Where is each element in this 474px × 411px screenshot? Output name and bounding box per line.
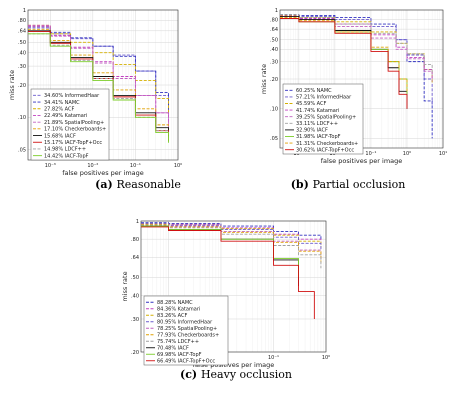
caption-text: Reasonable bbox=[117, 178, 181, 191]
x-tick-label: 10⁰ bbox=[403, 151, 411, 157]
series-line bbox=[280, 15, 433, 79]
y-tick-label: .10 bbox=[270, 107, 278, 113]
series-line bbox=[28, 26, 169, 118]
legend-box bbox=[143, 295, 229, 366]
y-tick-label: .10 bbox=[18, 115, 26, 121]
y-tick-label: .40 bbox=[270, 47, 278, 53]
x-axis-label: false positives per image bbox=[62, 169, 144, 177]
legend-entry: 30.62% IACF-TopF+Occ bbox=[296, 147, 354, 153]
legend-entry: 57.21% InformedHaar bbox=[296, 95, 352, 101]
legend-entry: 31.98% IACF-TopF bbox=[296, 134, 341, 140]
y-tick-label: .20 bbox=[131, 350, 139, 356]
figure-caption: (a) Reasonable bbox=[95, 178, 181, 191]
y-tick-label: .50 bbox=[18, 40, 26, 46]
x-axis-label: false positives per image bbox=[321, 157, 403, 165]
x-tick-label: 10⁻¹ bbox=[268, 355, 279, 361]
x-tick-label: 10⁰ bbox=[174, 163, 182, 169]
x-tick-label: 10⁻¹ bbox=[365, 151, 376, 157]
legend-entry: 17.10% Checkerboards+ bbox=[44, 127, 106, 133]
legend-entry: 70.48% IACF bbox=[157, 345, 189, 351]
legend-entry: 33.11% LDCF++ bbox=[296, 121, 338, 127]
caption-letter: (c) bbox=[180, 368, 201, 381]
chart-2: 10⁻³10⁻²10⁻¹10⁰10¹1.80.64.50.40.30.20.10… bbox=[260, 8, 447, 191]
legend-entry: 80.95% InformedHaar bbox=[157, 319, 213, 325]
y-tick-label: .80 bbox=[270, 17, 278, 23]
y-tick-label: .20 bbox=[270, 77, 278, 83]
legend-entry: 22.49% Katamari bbox=[44, 113, 87, 119]
caption-text: Heavy occlusion bbox=[201, 368, 292, 381]
figure-caption: (c) Heavy occlusion bbox=[180, 368, 292, 381]
chart-1: 10⁻³ 10⁻² 10⁻¹ 10⁰ 1 .80 .64 .50 .40 .30 .20 .10 .05… bbox=[8, 8, 182, 191]
legend-entry: 31.31% Checkerboards+ bbox=[296, 141, 358, 147]
y-tick-label: .30 bbox=[131, 317, 139, 323]
y-axis-label: miss rate bbox=[8, 70, 16, 100]
series-line bbox=[28, 26, 169, 128]
x-tick-label: 10⁻¹ bbox=[130, 163, 141, 169]
legend-box bbox=[282, 83, 364, 155]
series-line bbox=[280, 18, 408, 109]
legend-entry: 45.59% ACF bbox=[296, 101, 326, 107]
y-axis-label: miss rate bbox=[260, 64, 268, 94]
plot-frame bbox=[140, 220, 327, 353]
legend-box bbox=[30, 88, 110, 161]
caption-letter: (b) bbox=[291, 178, 313, 191]
x-axis-label: false positives per image bbox=[193, 361, 275, 369]
y-tick-label: .40 bbox=[131, 293, 139, 299]
caption-letter: (a) bbox=[95, 178, 116, 191]
series-line bbox=[28, 24, 169, 113]
legend-entry: 27.82% ACF bbox=[44, 106, 74, 112]
y-tick-label: 1 bbox=[23, 8, 26, 14]
legend-entry: 78.25% SpatialPooling+ bbox=[157, 326, 217, 332]
series-line bbox=[280, 14, 433, 75]
legend-entry: 34.60% InformedHaar bbox=[44, 93, 100, 99]
legend-entry: 83.26% ACF bbox=[157, 313, 187, 319]
x-tick-label: 10⁰ bbox=[322, 355, 330, 361]
y-tick-label: .80 bbox=[131, 237, 139, 243]
y-tick-label: 1 bbox=[136, 219, 139, 225]
legend-entry: 77.93% Checkerboards+ bbox=[157, 332, 219, 338]
y-tick-label: .05 bbox=[18, 147, 26, 153]
series-line bbox=[280, 14, 433, 139]
legend-entry: 39.25% SpatialPooling+ bbox=[296, 114, 356, 120]
caption-text: Partial occlusion bbox=[313, 178, 406, 191]
y-tick-label: .50 bbox=[131, 275, 139, 281]
legend-entry: 15.68% IACF bbox=[44, 133, 76, 139]
x-tick-label: 10⁻² bbox=[87, 163, 98, 169]
legend-entry: 75.74% LDCF++ bbox=[157, 339, 199, 345]
y-tick-label: .80 bbox=[18, 18, 26, 24]
y-tick-label: .64 bbox=[270, 27, 278, 33]
legend-entry: 32.90% IACF bbox=[296, 128, 328, 134]
legend-entry: 60.25% NAMC bbox=[296, 88, 332, 94]
legend-entry: 15.17% IACF-TopF+Occ bbox=[44, 140, 102, 146]
y-tick-label: .40 bbox=[18, 50, 26, 56]
y-tick-label: .20 bbox=[18, 83, 26, 89]
y-tick-label: .64 bbox=[131, 255, 139, 261]
x-tick-label: 10¹ bbox=[439, 151, 447, 157]
legend-entry: 84.36% Katamari bbox=[157, 306, 200, 312]
y-tick-label: 1 bbox=[275, 8, 278, 14]
series-line bbox=[141, 226, 315, 319]
chart-3: 10⁻³10⁻²10⁻¹10⁰1.80.64.50.40.30.20false … bbox=[121, 219, 330, 381]
legend-entry: 88.28% NAMC bbox=[157, 300, 193, 306]
figure-caption: (b) Partial occlusion bbox=[291, 178, 406, 191]
series-line bbox=[28, 33, 169, 143]
y-axis-label: miss rate bbox=[121, 271, 129, 301]
y-tick-label: .30 bbox=[270, 59, 278, 65]
legend-entry: 14.98% LDCF++ bbox=[44, 147, 86, 153]
legend-entry: 34.41% NAMC bbox=[44, 100, 80, 106]
legend-entry: 14.42% IACF-TopF bbox=[44, 153, 89, 159]
y-tick-label: .30 bbox=[18, 64, 26, 70]
legend-entry: 69.98% IACF-TopF bbox=[157, 352, 202, 358]
y-tick-label: .05 bbox=[270, 136, 278, 142]
y-tick-label: .50 bbox=[270, 38, 278, 44]
legend-entry: 41.74% Katamari bbox=[296, 108, 339, 114]
legend-entry: 66.49% IACF-TopF+Occ bbox=[157, 358, 215, 364]
y-tick-label: .64 bbox=[18, 29, 26, 35]
legend-entry: 21.89% SpatialPooling+ bbox=[44, 120, 104, 126]
x-tick-label: 10⁻³ bbox=[45, 163, 56, 169]
